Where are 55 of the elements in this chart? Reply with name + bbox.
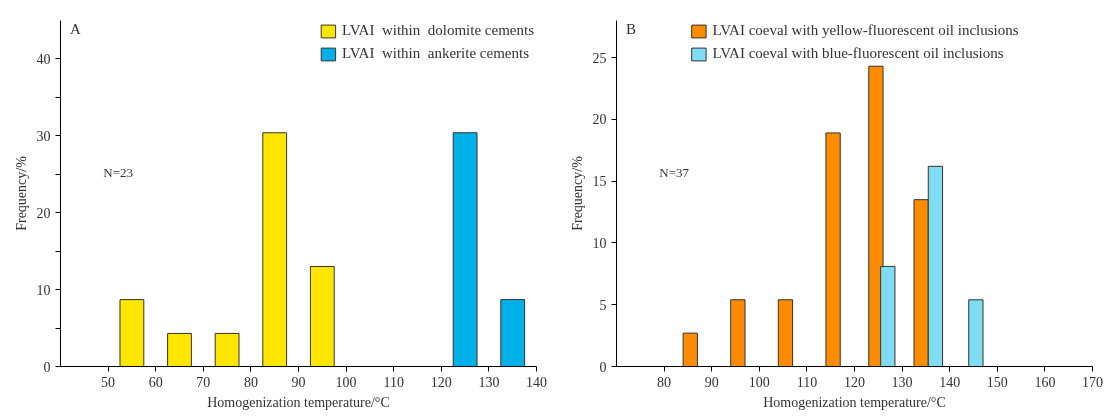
x-axis-title: Homogenization temperature/°C: [763, 394, 946, 410]
y-axis-title: Frequency/%: [569, 155, 585, 231]
x-tick-label: 120: [430, 374, 452, 390]
bar: [167, 332, 192, 367]
x-tick-label: 110: [383, 374, 404, 390]
annotation: N=23: [103, 164, 134, 180]
x-tick-label: 70: [196, 374, 211, 390]
x-tick-label: 90: [704, 374, 719, 390]
bar: [214, 332, 240, 367]
x-tick-label: 170: [1082, 374, 1103, 390]
y-tick-label: 5: [599, 297, 607, 313]
legend-label: LVAI within dolomite cements: [341, 22, 534, 39]
legend-label: LVAI within ankerite cements: [341, 45, 529, 62]
y-tick-label: 25: [592, 50, 607, 66]
x-tick-label: 80: [243, 374, 258, 390]
y-tick-label: 15: [592, 174, 607, 190]
x-tick-label: 60: [148, 374, 163, 390]
x-tick-label: 90: [291, 374, 306, 390]
annotation: N=37: [659, 164, 690, 180]
y-tick-label: 20: [592, 112, 607, 128]
x-tick-label: 100: [335, 374, 357, 390]
x-tick-label: 130: [891, 374, 913, 390]
y-tick-label: 0: [43, 359, 51, 375]
bar: [500, 299, 526, 367]
bar: [682, 332, 698, 367]
x-axis-title: Homogenization temperature/°C: [207, 394, 390, 410]
x-tick-label: 140: [526, 374, 547, 390]
y-tick-label: 0: [599, 359, 607, 375]
bar: [777, 299, 794, 367]
y-tick-label: 30: [36, 128, 51, 144]
bar: [730, 299, 746, 367]
legend-label: LVAI coeval with blue-fluorescent oil inclusions: [712, 45, 1004, 62]
x-tick-label: 150: [986, 374, 1008, 390]
bar: [309, 266, 335, 367]
x-tick-label: 160: [1034, 374, 1056, 390]
x-tick-label: 80: [657, 374, 672, 390]
y-tick-label: 20: [36, 205, 51, 221]
x-tick-label: 100: [748, 374, 770, 390]
legend-label: LVAI coeval with yellow-fluorescent oil inclusions: [712, 22, 1019, 39]
bar: [452, 132, 478, 367]
y-tick-label: 10: [36, 282, 51, 298]
annotation: A: [70, 20, 82, 37]
y-tick-label: 10: [592, 235, 607, 251]
bar: [825, 132, 841, 367]
bar: [262, 132, 288, 367]
x-tick-label: 120: [844, 374, 865, 390]
x-tick-label: 130: [478, 374, 500, 390]
x-tick-label: 140: [939, 374, 961, 390]
x-tick-label: 110: [796, 374, 818, 390]
y-tick-label: 40: [36, 51, 51, 67]
annotation: B: [626, 20, 637, 37]
bar: [119, 299, 145, 367]
x-tick-label: 50: [101, 374, 116, 390]
bar: [968, 299, 984, 367]
y-axis-title: Frequency/%: [13, 155, 29, 231]
